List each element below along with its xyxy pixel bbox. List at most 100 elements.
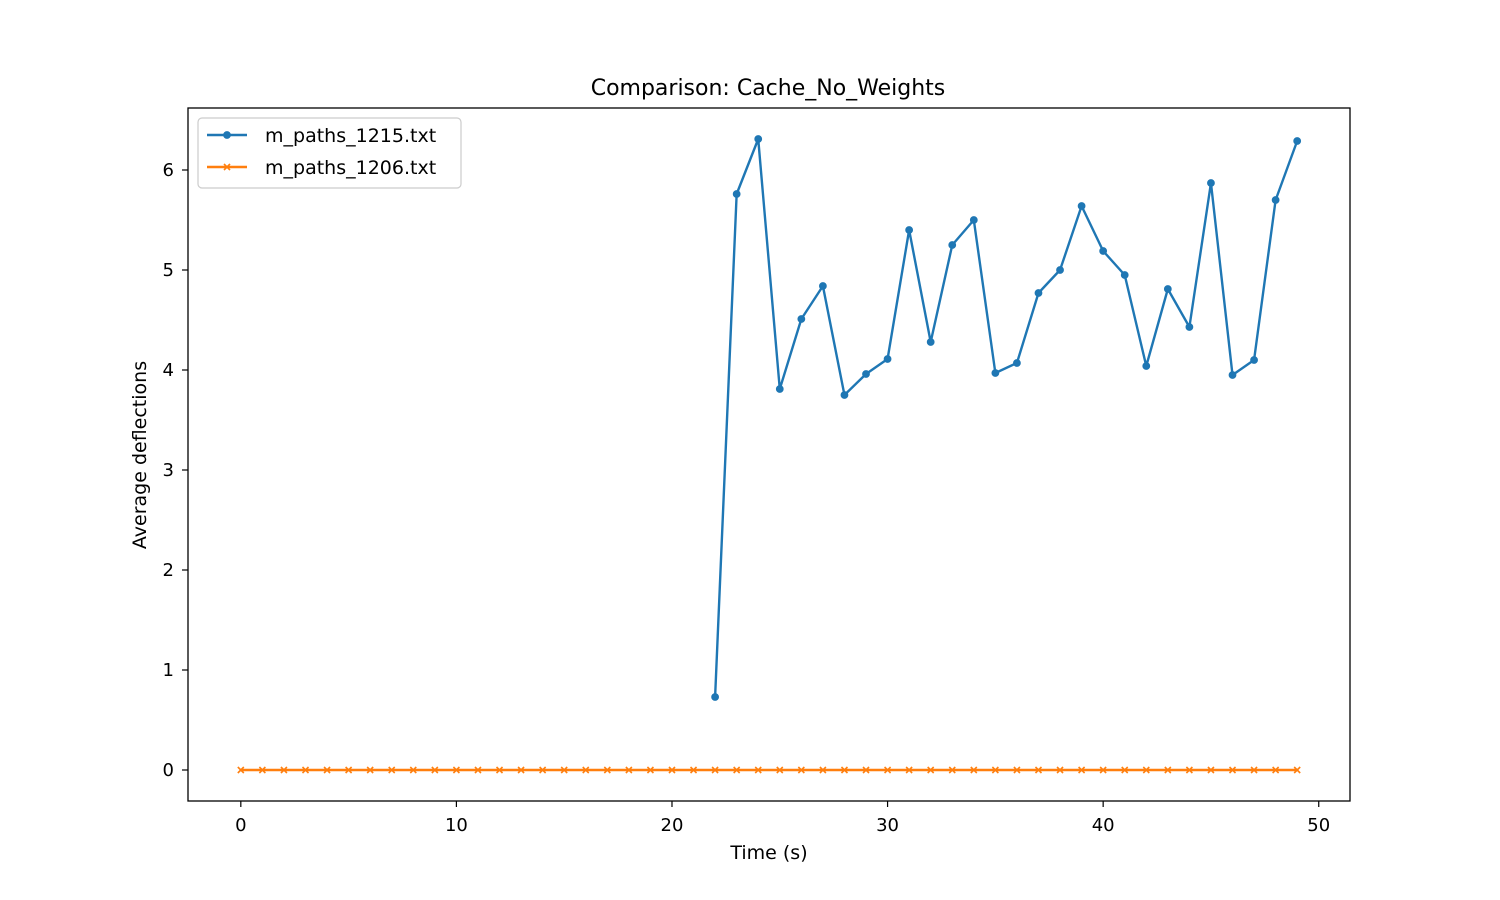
data-point xyxy=(1293,766,1301,774)
data-point xyxy=(1185,766,1193,774)
data-point xyxy=(1250,766,1258,774)
data-point xyxy=(1099,766,1107,774)
data-point xyxy=(926,338,935,346)
x-tick-label: 30 xyxy=(876,815,899,836)
data-point xyxy=(883,355,892,363)
data-point xyxy=(1163,285,1172,293)
y-tick-label: 5 xyxy=(163,260,174,281)
data-point xyxy=(862,370,870,378)
data-point xyxy=(301,766,310,774)
data-point xyxy=(1293,137,1302,145)
data-point xyxy=(1228,371,1237,379)
data-point xyxy=(603,766,611,774)
data-point xyxy=(775,385,784,393)
data-point xyxy=(862,766,870,774)
x-tick-label: 50 xyxy=(1307,815,1330,836)
data-point xyxy=(1207,766,1215,774)
legend-item: m_paths_1215.txt xyxy=(207,125,436,147)
data-point xyxy=(776,766,784,774)
y-axis-label: Average deflections xyxy=(129,361,151,549)
data-point xyxy=(280,766,288,774)
data-point xyxy=(1164,766,1172,774)
data-point xyxy=(797,766,805,774)
data-point xyxy=(1142,766,1150,774)
data-point xyxy=(668,766,676,774)
data-point xyxy=(625,766,633,774)
plot-area xyxy=(187,107,1351,802)
x-axis-label: Time (s) xyxy=(729,842,807,864)
legend-item: m_paths_1206.txt xyxy=(207,157,436,179)
data-point xyxy=(948,766,956,774)
data-point xyxy=(323,766,331,774)
data-point xyxy=(495,766,504,774)
series-line xyxy=(713,137,1299,699)
data-point xyxy=(1034,289,1043,297)
series-2 xyxy=(237,766,1301,774)
data-point xyxy=(1013,766,1021,774)
x-axis-ticks: 0 10 20 30 40 50 xyxy=(235,801,1330,836)
data-point xyxy=(560,766,568,774)
legend: m_paths_1215.txt m_paths_1206.txt xyxy=(197,117,462,189)
data-point xyxy=(1228,766,1237,774)
data-point xyxy=(258,766,266,774)
legend-label: m_paths_1215.txt xyxy=(265,125,436,147)
data-point xyxy=(1142,362,1151,370)
x-tick-label: 0 xyxy=(235,815,246,836)
plot-frame xyxy=(187,107,1351,802)
y-axis-ticks: 0 1 2 3 4 5 6 xyxy=(163,160,188,781)
data-point xyxy=(646,766,654,774)
data-point xyxy=(1250,356,1258,364)
data-point xyxy=(1034,766,1043,774)
x-tick-label: 10 xyxy=(445,815,468,836)
data-point xyxy=(991,766,999,774)
data-point xyxy=(1056,266,1064,274)
data-point xyxy=(474,766,482,774)
data-point xyxy=(1271,196,1280,204)
data-point xyxy=(517,766,525,774)
data-point xyxy=(905,226,914,234)
data-point xyxy=(1013,359,1021,367)
data-point xyxy=(1207,179,1215,187)
data-point xyxy=(754,135,763,143)
data-point xyxy=(711,693,720,701)
data-point xyxy=(840,766,849,774)
data-point xyxy=(884,766,892,774)
data-point xyxy=(948,241,957,249)
data-point xyxy=(1185,323,1194,331)
data-point xyxy=(452,766,460,774)
data-point xyxy=(1056,766,1064,774)
data-point xyxy=(345,766,353,774)
data-point xyxy=(1120,271,1129,279)
legend-items: m_paths_1215.txt m_paths_1206.txt xyxy=(207,125,436,179)
y-tick-label: 4 xyxy=(163,360,174,381)
data-point xyxy=(969,216,978,224)
data-point xyxy=(732,190,741,198)
series-layer xyxy=(237,135,1302,774)
legend-label: m_paths_1206.txt xyxy=(265,157,436,179)
data-point xyxy=(582,766,590,774)
data-point xyxy=(1077,202,1086,210)
data-point xyxy=(689,766,698,774)
data-point xyxy=(840,391,849,399)
data-point xyxy=(409,766,417,774)
data-point xyxy=(366,766,374,774)
data-point xyxy=(818,282,827,290)
legend-swatch-marker xyxy=(223,163,231,171)
data-point xyxy=(711,766,719,774)
data-point xyxy=(970,766,978,774)
data-point xyxy=(539,766,547,774)
x-tick-label: 40 xyxy=(1092,815,1115,836)
data-point xyxy=(797,315,806,323)
data-point xyxy=(733,766,741,774)
data-point xyxy=(1099,247,1108,255)
data-point xyxy=(431,766,439,774)
data-point xyxy=(237,766,245,774)
data-point xyxy=(991,369,1000,377)
data-point xyxy=(1272,766,1280,774)
legend-swatch-marker xyxy=(223,131,231,139)
data-point xyxy=(754,766,762,774)
data-point xyxy=(927,766,935,774)
y-tick-label: 6 xyxy=(163,160,174,181)
data-point xyxy=(1078,766,1086,774)
series-1 xyxy=(711,135,1302,701)
